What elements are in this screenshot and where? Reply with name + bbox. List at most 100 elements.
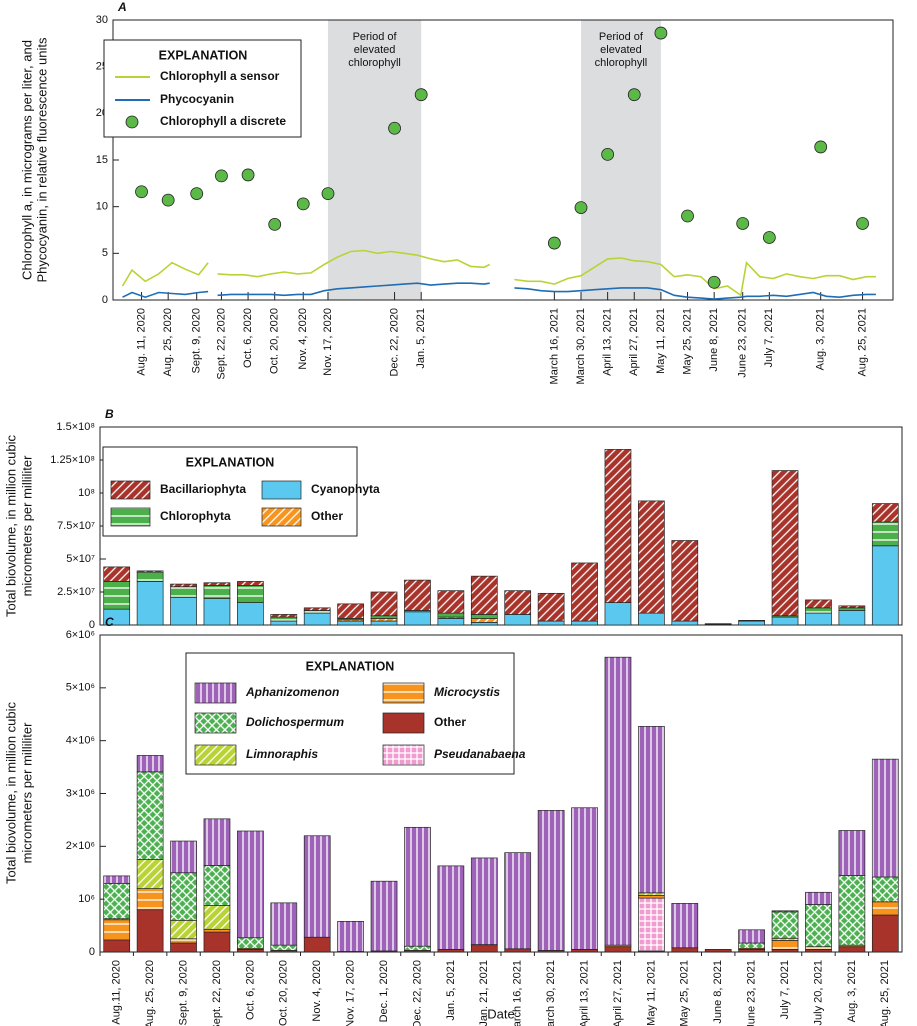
bar-segment [470,618,498,623]
bar-segment [704,949,732,953]
x-tick-label: Nov. 17, 2020 [345,960,357,1026]
shaded-label: Period of [599,31,644,43]
bar-segment [738,620,765,622]
x-tick-label: Dec. 22, 2020 [411,960,423,1026]
data-point [574,201,588,215]
bar-segment [103,875,131,884]
bar-segment [470,622,498,626]
panel-label: A [117,0,127,14]
bar-segment [203,905,231,930]
legend-swatch [382,682,425,704]
bar-segment [671,620,699,626]
legend-label: Dolichospermum [246,715,344,729]
bar-segment [838,607,866,611]
bar-segment [170,919,197,940]
y-tick-label: 4×10⁶ [66,735,95,747]
y-tick-label: 0 [102,294,108,306]
x-tick-label: Oct. 6, 2020 [244,960,256,1020]
y-tick-label: 10⁶ [78,893,95,905]
data-point [762,231,776,244]
legend-label: Bacillariophyta [160,482,246,496]
x-tick-label: Nov. 17, 2020 [322,308,334,376]
bar-segment [370,620,398,626]
y-tick-label: 30 [96,14,108,26]
x-tick-label: April 13, 2021 [602,308,614,376]
bar-segment [170,840,197,874]
bar-segment [136,859,164,889]
bar-segment [771,911,799,939]
data-point [268,217,282,231]
legend-swatch [110,507,151,527]
x-tick-label: Nov. 4, 2020 [311,960,323,1022]
bar-segment [270,944,298,951]
legend-swatch [110,480,151,500]
data-point [190,187,204,201]
x-tick-label: July 20, 2021 [812,960,824,1025]
bar-segment [638,892,665,896]
bar-segment [571,562,598,622]
x-tick-label: Aug. 25, 2021 [856,308,868,377]
bar-segment [270,902,298,946]
x-tick-label: Sept. 9, 2020 [191,308,203,373]
x-axis-label: Date [487,1006,514,1021]
bar-segment [805,891,832,905]
bar-segment [404,945,431,951]
bar-segment [638,895,665,899]
bar-segment [470,857,498,945]
legend-swatch [261,507,302,527]
bar-segment [838,946,866,953]
shaded-label: elevated [354,44,396,56]
y-tick-label: 1.25×10⁸ [50,454,95,466]
legend-label: Other [434,715,466,729]
y-tick-label: 3×10⁶ [66,787,95,799]
x-tick-label: June 23, 2021 [737,308,749,378]
data-point [388,121,401,135]
bar-segment [203,931,231,953]
bar-segment [303,610,331,614]
bar-segment [437,612,465,618]
x-tick-label: Aug. 25, 2020 [162,308,174,377]
bar-segment [203,928,231,933]
bar-segment [604,946,632,953]
legend-label: Chlorophyll a discrete [160,114,286,128]
bar-segment [370,615,398,619]
x-tick-label: Oct. 20, 2020 [278,960,290,1026]
bar-segment [571,620,598,626]
bar-segment [103,566,131,582]
bar-segment [136,888,164,911]
bar-segment [237,585,264,603]
bar-segment [237,602,264,626]
y-tick-label: 5 [102,247,108,259]
bar-segment [871,876,899,903]
legend-swatch [382,712,425,734]
bar-segment [370,880,398,952]
bar-segment [470,945,498,953]
bar-segment [170,583,197,588]
data-point [296,197,310,211]
bar-segment [203,865,231,906]
legend-marker [125,115,139,129]
bar-segment [404,579,431,611]
bar-segment [537,620,565,626]
bar-segment [103,919,131,941]
shaded-label: chlorophyll [348,57,401,69]
bar-segment [738,949,765,953]
bar-segment [871,545,899,626]
x-tick-label: March 16, 2021 [512,960,524,1026]
bar-segment [170,872,197,921]
legend-swatch [194,712,237,734]
x-tick-label: Jan. 21, 2021 [478,960,490,1026]
bar-segment [303,607,331,611]
bar-segment [203,818,231,866]
bar-segment [404,826,431,947]
bar-segment [103,939,131,953]
x-tick-label: Oct. 6, 2020 [242,308,254,368]
bar-segment [604,656,632,946]
legend-label: Microcystis [434,685,500,699]
y-axis-label: Chlorophyll a, in micrograms per liter, … [19,40,34,280]
data-point [135,185,148,199]
x-tick-label: Jan. 5, 2021 [415,308,427,369]
legend-label: Other [311,509,343,523]
x-tick-label: June 8, 2021 [708,308,720,372]
bar-segment [404,611,431,626]
